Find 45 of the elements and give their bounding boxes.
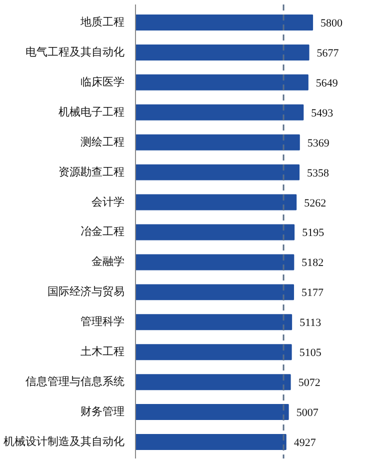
bar [136, 194, 297, 210]
bar [136, 74, 308, 90]
y-tick-label: 机械电子工程 [58, 105, 124, 118]
bar [136, 284, 294, 300]
data-label: 5677 [316, 47, 340, 60]
data-label: 5177 [302, 287, 324, 300]
data-label: 5262 [304, 197, 326, 210]
bar [136, 164, 300, 180]
y-tick-label: 临床医学 [80, 75, 124, 88]
data-label: 5182 [302, 257, 324, 270]
y-tick-label: 财务管理 [80, 405, 124, 418]
data-label: 5800 [320, 17, 344, 30]
y-tick-label: 金融学 [92, 256, 124, 268]
data-label: 5007 [296, 407, 319, 420]
y-tick-label: 信息管理与信息系统 [26, 375, 124, 388]
y-tick-label: 地质工程 [80, 15, 124, 28]
bar [136, 374, 291, 390]
bar [136, 254, 294, 270]
y-tick-label: 冶金工程 [80, 226, 124, 238]
y-tick-label: 国际经济与贸易 [48, 285, 124, 298]
bar [136, 404, 289, 420]
y-tick-label: 资源勘查工程 [58, 165, 124, 178]
data-label: 5369 [307, 137, 330, 150]
bar [136, 314, 292, 330]
y-tick-label: 测绘工程 [80, 136, 124, 148]
data-label: 5113 [300, 317, 322, 330]
data-label: 5649 [316, 77, 338, 90]
bar [136, 134, 300, 150]
y-tick-label: 管理科学 [80, 316, 124, 328]
y-tick-label: 机械设计制造及其自动化 [4, 435, 124, 448]
data-label: 4927 [294, 437, 316, 450]
data-label: 5358 [307, 167, 330, 180]
bar [136, 14, 314, 30]
bar [136, 44, 310, 60]
y-tick-label: 会计学 [92, 195, 124, 208]
bar [136, 224, 295, 240]
bar [136, 104, 304, 120]
bar [136, 344, 292, 360]
data-label: 5072 [298, 377, 320, 390]
y-tick-label: 土木工程 [80, 345, 124, 358]
data-label: 5105 [299, 347, 322, 360]
data-label: 5493 [311, 107, 334, 120]
bar [136, 434, 286, 450]
data-label: 5195 [302, 227, 325, 240]
y-tick-label: 电气工程及其自动化 [26, 45, 124, 58]
